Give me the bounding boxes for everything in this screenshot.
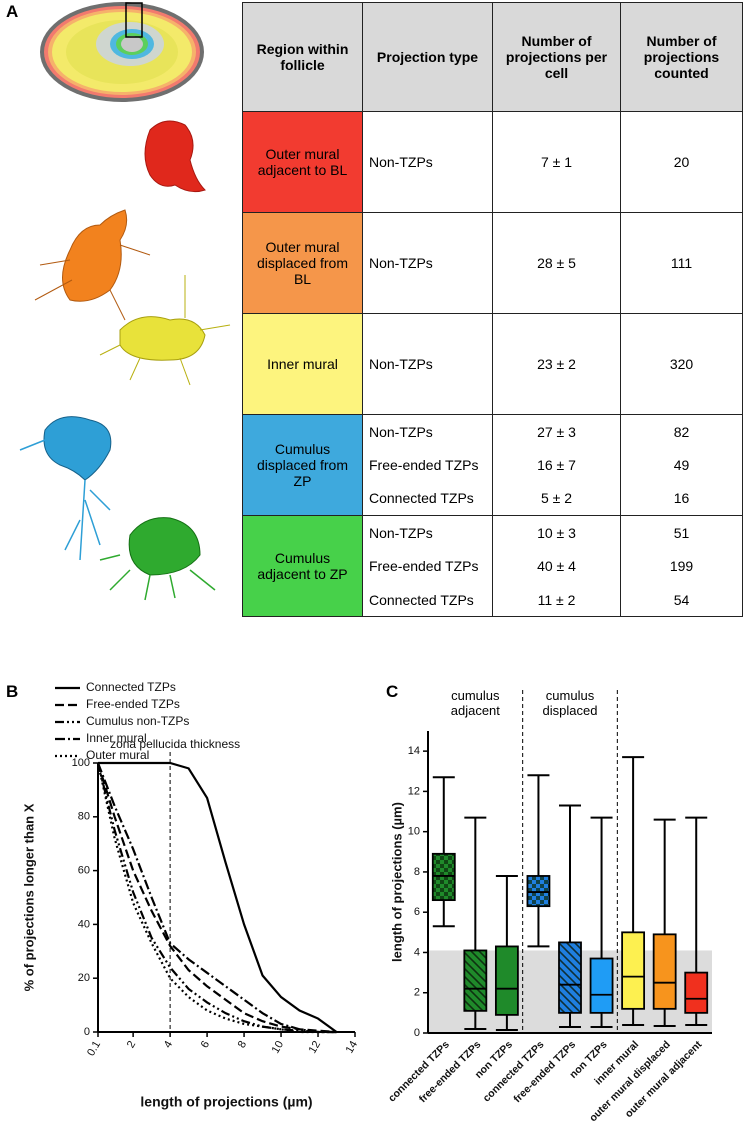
box — [621, 931, 646, 1010]
x-axis-label: length of projections (µm) — [140, 1094, 312, 1110]
y-tick-label: 40 — [78, 918, 90, 930]
region-cell: Outer mural displaced from BL — [242, 212, 363, 314]
panel-label: B — [6, 682, 19, 701]
cell: 16 ± 7 — [492, 448, 621, 482]
table-row: Connected TZPs 11 ± 2 54 — [243, 582, 743, 618]
cell: 320 — [620, 313, 743, 415]
box — [431, 852, 456, 902]
panel-label: C — [386, 682, 399, 701]
cell: 40 ± 4 — [492, 549, 621, 583]
cell: 5 ± 2 — [492, 481, 621, 517]
y-tick-label: 80 — [78, 811, 90, 823]
box — [684, 971, 709, 1014]
cell: 51 — [620, 515, 743, 550]
header-cell: Region within follicle — [242, 2, 363, 112]
series-line — [98, 761, 338, 1033]
cell: Free-ended TZPs — [362, 549, 493, 583]
cell: 199 — [620, 549, 743, 583]
cell: 27 ± 3 — [492, 414, 621, 449]
header-cell: Projection type — [362, 2, 493, 112]
x-tick-label: 6 — [199, 1039, 212, 1050]
region-cell: Cumulus displaced from ZP — [242, 413, 363, 517]
cell: Connected TZPs — [362, 582, 493, 618]
legend-label: Free-ended TZPs — [86, 697, 180, 711]
cell: 54 — [620, 582, 743, 618]
y-tick-label: 20 — [78, 972, 90, 984]
cell: 11 ± 2 — [492, 582, 621, 618]
cell: 28 ± 5 — [492, 212, 621, 314]
box — [463, 949, 488, 1012]
cell-images — [19, 120, 231, 601]
box — [558, 941, 582, 1014]
table-row: Outer mural displaced from BL Non-TZPs 28 … — [242, 212, 743, 314]
cell: 7 ± 1 — [492, 111, 621, 213]
series-line — [96, 762, 337, 1034]
follicle-image — [40, 2, 204, 102]
region-cell: Outer mural adjacent to BL — [242, 111, 363, 213]
x-tick-label: 14 — [344, 1039, 361, 1056]
cell: 10 ± 3 — [492, 515, 621, 550]
table-row: Free-ended TZPs 40 ± 4 199 — [243, 549, 743, 583]
x-tick-label: 4 — [162, 1039, 175, 1050]
cell: 23 ± 2 — [492, 313, 621, 415]
box — [652, 933, 677, 1010]
region-cell: Inner mural — [242, 313, 363, 415]
table-row: Inner mural Non-TZPs 23 ± 2 320 — [242, 313, 743, 415]
legend-label: Cumulus non-TZPs — [86, 714, 189, 728]
annotation: zona pellucida thickness — [110, 737, 240, 751]
y-tick-label: 60 — [78, 865, 90, 877]
cell: Non-TZPs — [362, 414, 493, 449]
y-tick-label: 4 — [414, 946, 420, 958]
x-tick-label: 10 — [270, 1039, 287, 1056]
y-tick-label: 14 — [408, 745, 420, 757]
cell: 16 — [620, 481, 743, 517]
panel-label: A — [6, 2, 19, 21]
cell: 49 — [620, 448, 743, 482]
x-tick-label: 0.1 — [85, 1039, 103, 1058]
y-tick-label: 2 — [414, 987, 420, 999]
group-label: cumulus adjacent — [450, 688, 500, 718]
y-axis-label: length of projections (µm) — [389, 802, 404, 962]
y-tick-label: 10 — [408, 826, 420, 838]
box — [589, 957, 614, 1014]
series-line — [96, 762, 337, 1034]
table-row: Cumulus adjacent to ZP Non-TZPs 10 ± 3 51 — [242, 515, 743, 618]
x-tick-label: 2 — [125, 1039, 138, 1050]
region-cell: Cumulus adjacent to ZP — [242, 515, 363, 618]
legend-label: Inner mural — [86, 731, 147, 745]
y-tick-label: 0 — [84, 1026, 90, 1038]
y-tick-label: 0 — [414, 1027, 420, 1039]
table-row: Free-ended TZPs 16 ± 7 49 — [243, 448, 743, 482]
group-label: cumulus displaced — [542, 688, 598, 718]
cell: Non-TZPs — [362, 313, 493, 415]
x-tick-label: 12 — [307, 1039, 324, 1056]
box — [526, 875, 551, 908]
y-tick-label: 6 — [414, 906, 420, 918]
cell: Non-TZPs — [362, 212, 493, 314]
y-tick-label: 12 — [408, 785, 420, 797]
cell: Non-TZPs — [362, 111, 493, 213]
y-tick-label: 100 — [72, 757, 90, 769]
y-axis-label: % of projections longer than X — [21, 803, 36, 991]
cell: 111 — [620, 212, 743, 314]
cell: Non-TZPs — [362, 515, 493, 550]
legend-label: Outer mural — [86, 748, 149, 762]
header-cell: Number of projections counted — [620, 2, 743, 112]
series-line — [96, 762, 337, 1034]
cell: 82 — [620, 414, 743, 449]
y-tick-label: 8 — [414, 866, 420, 878]
cell: Free-ended TZPs — [362, 448, 493, 482]
legend-label: Connected TZPs — [86, 680, 176, 694]
x-tick-label: 8 — [236, 1039, 249, 1050]
series-line — [96, 762, 337, 1034]
header-cell: Number of projections per cell — [492, 2, 621, 112]
projection-table: Region within follicle Projection type Num… — [242, 2, 743, 618]
box — [494, 945, 519, 1016]
cell: Connected TZPs — [362, 481, 493, 517]
cell: 20 — [620, 111, 743, 213]
